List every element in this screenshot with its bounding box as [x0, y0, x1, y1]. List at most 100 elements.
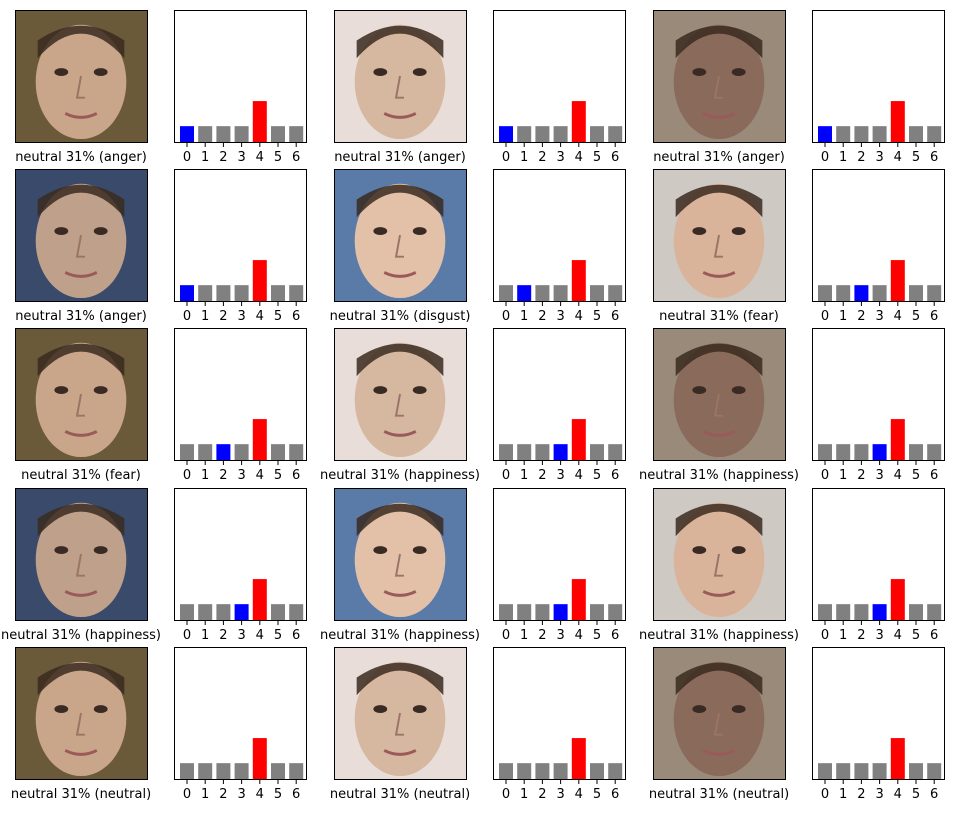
face-photo-icon — [653, 328, 786, 461]
axes-frame — [175, 329, 307, 461]
x-tick-label: 0 — [502, 150, 510, 165]
x-tick-label: 4 — [894, 309, 902, 324]
bar-3 — [554, 126, 568, 142]
face-photo-icon — [334, 328, 467, 461]
x-tick-label: 1 — [839, 628, 847, 643]
bar-4 — [891, 101, 905, 142]
x-tick-label: 2 — [857, 309, 865, 324]
x-tick-label: 2 — [219, 468, 227, 483]
bar-5 — [909, 444, 923, 460]
axes-frame — [494, 648, 626, 780]
bar-2 — [535, 285, 549, 301]
bar-0 — [499, 763, 513, 779]
x-tick-label: 2 — [538, 150, 546, 165]
x-tick-label: 4 — [256, 468, 264, 483]
prediction-caption: neutral 31% (happiness) — [599, 628, 839, 644]
probability-bar-chart: 0123456 — [174, 647, 307, 799]
bar-1 — [198, 763, 212, 779]
bar-0 — [818, 126, 832, 142]
prediction-caption: neutral 31% (neutral) — [280, 787, 520, 803]
bar-5 — [271, 444, 285, 460]
x-tick-label: 5 — [912, 309, 920, 324]
bar-5 — [909, 285, 923, 301]
bar-6 — [289, 285, 303, 301]
bar-5 — [909, 763, 923, 779]
x-tick-label: 2 — [857, 468, 865, 483]
bar-5 — [590, 126, 604, 142]
bar-3 — [235, 444, 249, 460]
axes-frame — [175, 11, 307, 143]
bar-0 — [499, 285, 513, 301]
x-tick-label: 2 — [538, 468, 546, 483]
x-tick-label: 3 — [875, 150, 883, 165]
bar-0 — [180, 604, 194, 620]
bar-5 — [271, 126, 285, 142]
prediction-caption: neutral 31% (anger) — [0, 150, 201, 166]
probability-bar-chart: 0123456 — [812, 10, 945, 162]
x-tick-label: 3 — [556, 468, 564, 483]
probability-bar-chart: 0123456 — [812, 488, 945, 640]
x-tick-label: 2 — [219, 150, 227, 165]
face-photo-icon — [334, 10, 467, 143]
x-tick-label: 0 — [183, 309, 191, 324]
x-tick-label: 1 — [839, 309, 847, 324]
x-tick-label: 0 — [502, 468, 510, 483]
bar-4 — [891, 738, 905, 779]
x-tick-label: 2 — [219, 628, 227, 643]
x-tick-label: 6 — [930, 468, 938, 483]
face-photo-icon — [653, 647, 786, 780]
bar-5 — [590, 444, 604, 460]
x-tick-label: 1 — [520, 628, 528, 643]
bar-5 — [271, 285, 285, 301]
x-tick-label: 3 — [875, 309, 883, 324]
bar-0 — [180, 126, 194, 142]
axes-frame — [494, 170, 626, 302]
prediction-caption: neutral 31% (neutral) — [599, 787, 839, 803]
bar-1 — [517, 763, 531, 779]
x-tick-label: 4 — [256, 628, 264, 643]
bar-0 — [180, 285, 194, 301]
prediction-caption: neutral 31% (happiness) — [280, 628, 520, 644]
bar-0 — [499, 444, 513, 460]
bar-2 — [854, 285, 868, 301]
x-tick-label: 3 — [237, 309, 245, 324]
probability-bar-chart: 0123456 — [174, 488, 307, 640]
x-tick-label: 5 — [912, 787, 920, 802]
x-tick-label: 6 — [930, 309, 938, 324]
bar-4 — [891, 260, 905, 301]
x-tick-label: 4 — [894, 150, 902, 165]
bar-5 — [590, 285, 604, 301]
bar-3 — [235, 126, 249, 142]
x-tick-label: 1 — [839, 150, 847, 165]
bar-6 — [608, 285, 622, 301]
bar-1 — [836, 604, 850, 620]
bar-6 — [608, 444, 622, 460]
bar-1 — [198, 126, 212, 142]
probability-bar-chart: 0123456 — [812, 169, 945, 321]
x-tick-label: 0 — [821, 628, 829, 643]
x-tick-label: 0 — [183, 150, 191, 165]
bar-3 — [873, 444, 887, 460]
bar-2 — [535, 444, 549, 460]
x-tick-label: 1 — [201, 628, 209, 643]
bar-0 — [499, 126, 513, 142]
x-tick-label: 3 — [556, 787, 564, 802]
axes-frame — [813, 648, 945, 780]
bar-2 — [216, 285, 230, 301]
x-tick-label: 4 — [256, 309, 264, 324]
x-tick-label: 2 — [219, 787, 227, 802]
bar-6 — [289, 604, 303, 620]
x-tick-label: 0 — [502, 787, 510, 802]
x-tick-label: 3 — [237, 787, 245, 802]
probability-bar-chart: 0123456 — [174, 169, 307, 321]
x-tick-label: 0 — [821, 150, 829, 165]
bar-3 — [554, 285, 568, 301]
bar-2 — [535, 763, 549, 779]
x-tick-label: 0 — [183, 468, 191, 483]
x-tick-label: 6 — [930, 628, 938, 643]
x-tick-label: 4 — [575, 787, 583, 802]
bar-0 — [818, 604, 832, 620]
